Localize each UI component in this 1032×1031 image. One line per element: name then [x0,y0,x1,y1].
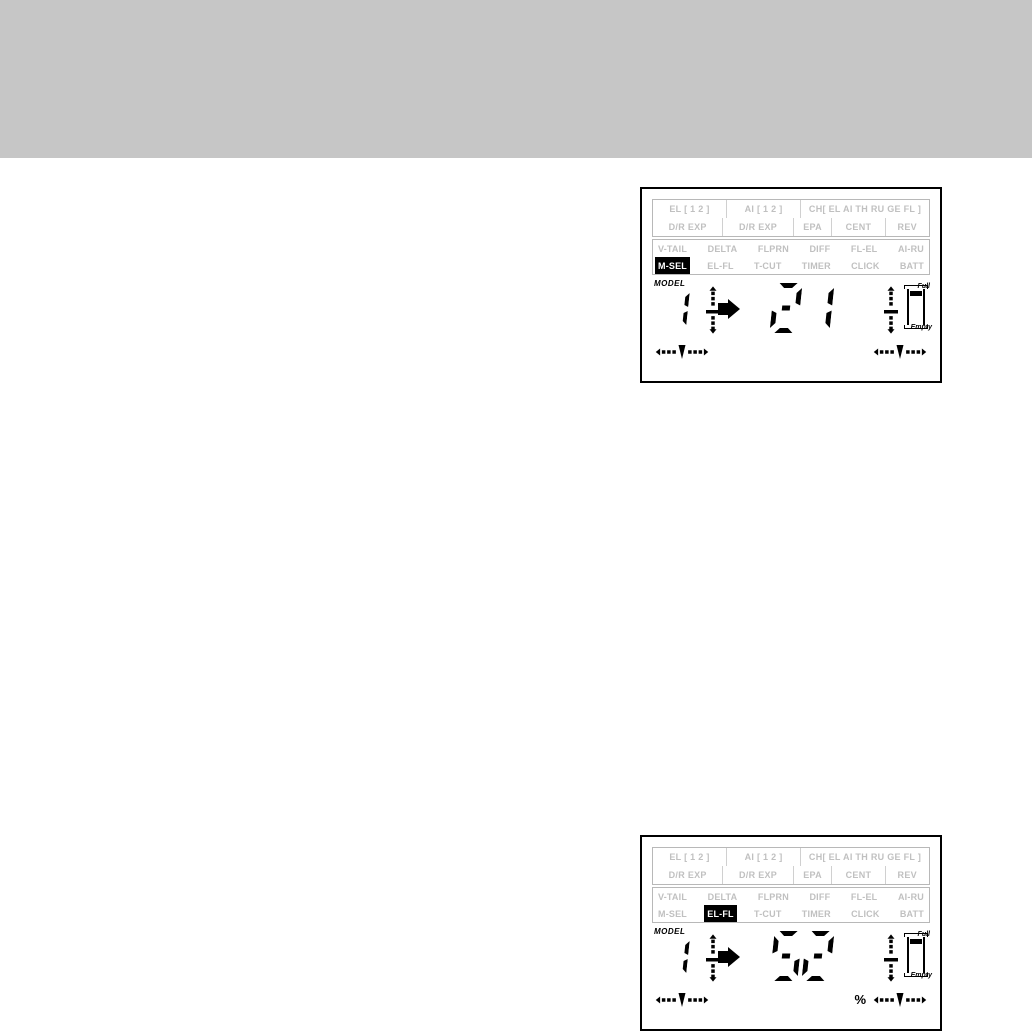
func-tcut: T-CUT [751,257,785,274]
label-row-2: D/R EXPD/R EXPEPACENTREV [653,866,929,884]
func-row-group: V-TAIL DELTA FLPRN DIFF FL-EL AI-RU M-SEL EL-F… [652,239,930,275]
func-vtail: V-TAIL [655,888,690,905]
label-cell: REV [886,218,929,236]
lcd-panel: EL [ 1 2 ]AI [ 1 2 ]CH[ EL AI TH RU GE F… [640,835,942,1031]
func-elfl: EL-FL [704,905,737,922]
func-msel: M-SEL [655,905,690,922]
func-click: CLICK [848,257,883,274]
label-row-1: EL [ 1 2 ]AI [ 1 2 ]CH[ EL AI TH RU GE F… [653,848,929,866]
label-cell: CH[ EL AI TH RU GE FL ] [801,848,929,866]
battery-full-label: Full [918,283,930,290]
label-cell: D/R EXP [653,218,723,236]
battery-empty-label: Empty [911,972,932,979]
label-cell: EL [ 1 2 ] [653,200,727,218]
label-cell: REV [886,866,929,884]
func-tcut: T-CUT [751,905,785,922]
label-cell: D/R EXP [653,866,723,884]
func-diff: DIFF [806,240,833,257]
trim-indicator-bottom-right [870,345,930,359]
func-batt: BATT [897,257,927,274]
model-label: MODEL [654,279,685,288]
label-cell: CENT [832,866,885,884]
func-row-1: V-TAIL DELTA FLPRN DIFF FL-EL AI-RU [653,240,929,257]
func-timer: TIMER [799,257,834,274]
label-row-group: EL [ 1 2 ]AI [ 1 2 ]CH[ EL AI TH RU GE F… [652,847,930,885]
trim-indicator-bottom-left [652,993,712,1007]
label-cell: AI [ 1 2 ] [727,200,801,218]
label-cell: CH[ EL AI TH RU GE FL ] [801,200,929,218]
percent-symbol: % [854,992,866,1007]
trim-indicator-bottom-left [652,345,712,359]
label-row-1: EL [ 1 2 ]AI [ 1 2 ]CH[ EL AI TH RU GE F… [653,200,929,218]
func-elfl: EL-FL [704,257,737,274]
value-number [772,931,836,986]
func-click: CLICK [848,905,883,922]
func-airu: AI-RU [895,240,927,257]
func-diff: DIFF [806,888,833,905]
model-number [666,937,692,982]
lcd-inner: EL [ 1 2 ]AI [ 1 2 ]CH[ EL AI TH RU GE F… [652,199,930,371]
label-row-2: D/R EXPD/R EXPEPACENTREV [653,218,929,236]
trim-indicator-bottom-right [870,993,930,1007]
display-area: MODEL [652,279,930,359]
lcd-inner: EL [ 1 2 ]AI [ 1 2 ]CH[ EL AI TH RU GE F… [652,847,930,1019]
label-row-group: EL [ 1 2 ]AI [ 1 2 ]CH[ EL AI TH RU GE F… [652,199,930,237]
label-cell: CENT [832,218,885,236]
label-cell: EPA [794,218,833,236]
func-delta: DELTA [705,888,741,905]
func-batt: BATT [897,905,927,922]
func-flel: FL-EL [848,888,881,905]
func-msel: M-SEL [655,257,690,274]
func-delta: DELTA [705,240,741,257]
battery-empty-label: Empty [911,324,932,331]
label-cell: EPA [794,866,833,884]
func-flprn: FLPRN [755,888,792,905]
display-area: MODEL [652,927,930,1007]
func-vtail: V-TAIL [655,240,690,257]
func-row-2: M-SEL EL-FL T-CUT TIMER CLICK BATT [653,257,929,274]
func-flprn: FLPRN [755,240,792,257]
arrow-right-icon [718,947,740,967]
label-cell: D/R EXP [723,866,793,884]
top-bar [0,0,1032,158]
value-number [772,283,836,338]
func-flel: FL-EL [848,240,881,257]
battery-gauge: Full Empty [904,285,928,329]
battery-gauge: Full Empty [904,933,928,977]
battery-full-label: Full [918,931,930,938]
arrow-right-icon [718,299,740,319]
func-airu: AI-RU [895,888,927,905]
func-timer: TIMER [799,905,834,922]
func-row-2: M-SEL EL-FL T-CUT TIMER CLICK BATT [653,905,929,922]
label-cell: D/R EXP [723,218,793,236]
label-cell: AI [ 1 2 ] [727,848,801,866]
trim-indicator-right-vert [884,931,898,985]
label-cell: EL [ 1 2 ] [653,848,727,866]
lcd-panel: EL [ 1 2 ]AI [ 1 2 ]CH[ EL AI TH RU GE F… [640,187,942,383]
func-row-1: V-TAIL DELTA FLPRN DIFF FL-EL AI-RU [653,888,929,905]
trim-indicator-right-vert [884,283,898,337]
model-label: MODEL [654,927,685,936]
func-row-group: V-TAIL DELTA FLPRN DIFF FL-EL AI-RU M-SEL EL-F… [652,887,930,923]
model-number [666,289,692,334]
